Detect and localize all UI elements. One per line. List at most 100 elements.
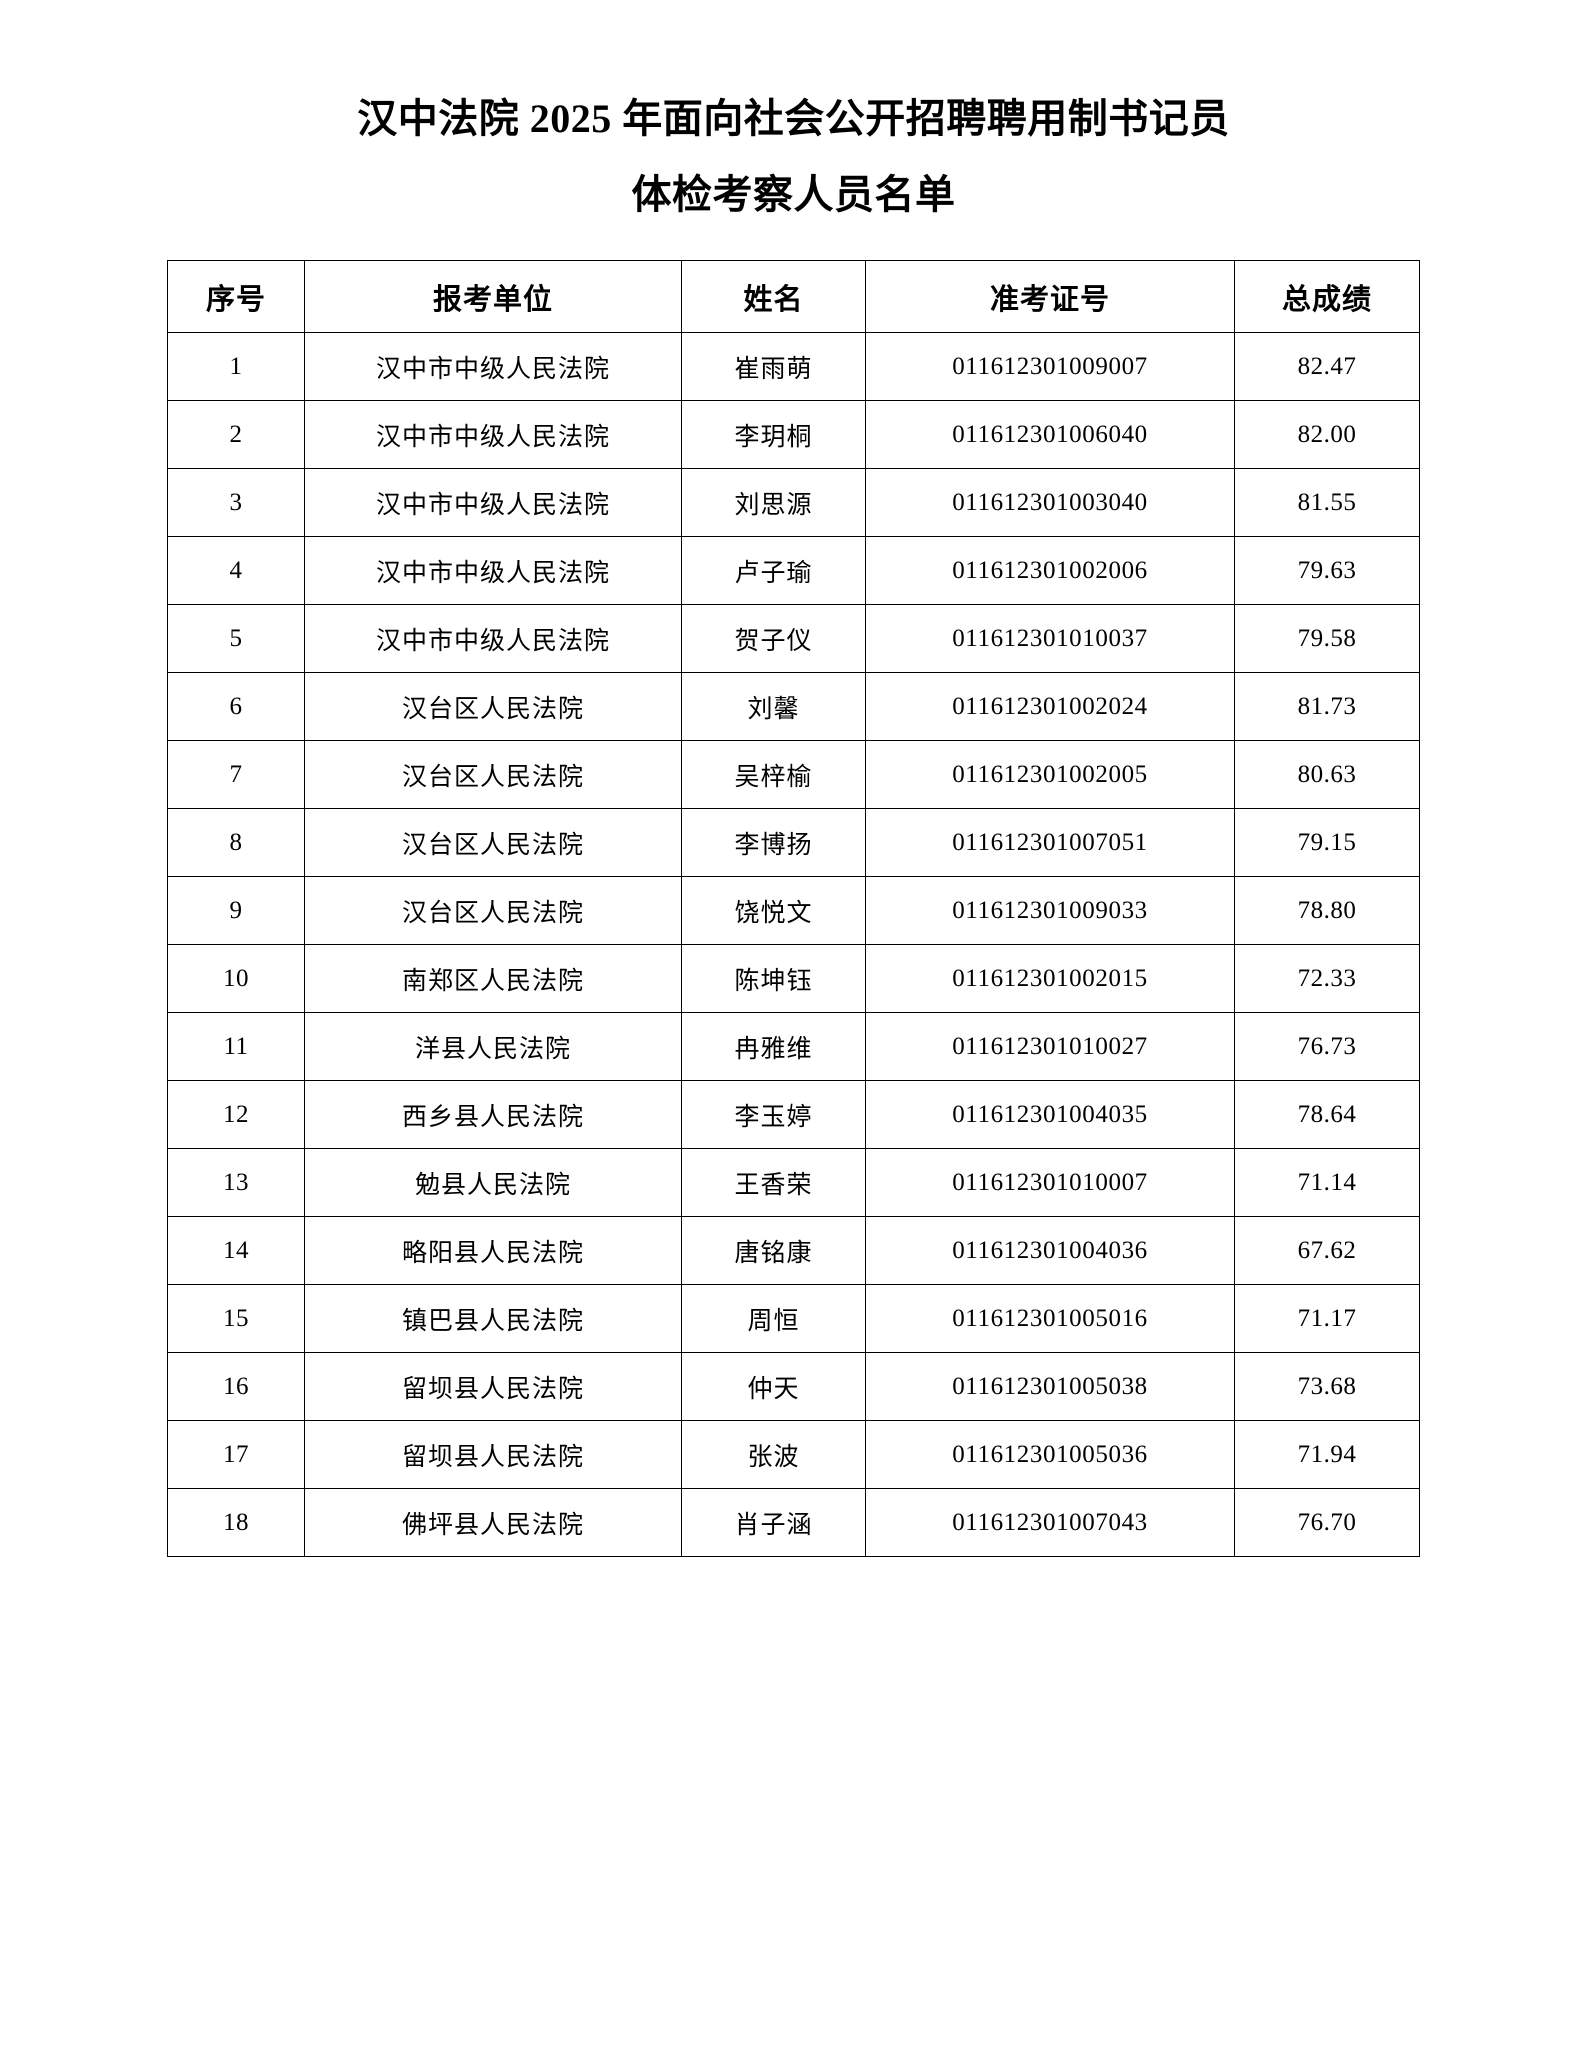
- cell-unit: 佛坪县人民法院: [304, 1488, 682, 1557]
- cell-name: 王香荣: [681, 1148, 866, 1217]
- cell-index: 6: [167, 672, 305, 741]
- cell-score: 76.73: [1234, 1012, 1420, 1081]
- cell-ticket: 011612301002005: [865, 740, 1235, 809]
- table-header-row: 序号 报考单位 姓名 准考证号 总成绩: [167, 260, 1420, 333]
- cell-index: 3: [167, 468, 305, 537]
- table-row: 15 镇巴县人民法院 周恒 011612301005016 71.17: [167, 1284, 1420, 1353]
- cell-score: 67.62: [1234, 1216, 1420, 1285]
- table-row: 14 略阳县人民法院 唐铭康 011612301004036 67.62: [167, 1216, 1420, 1285]
- cell-ticket: 011612301009033: [865, 876, 1235, 945]
- cell-index: 14: [167, 1216, 305, 1285]
- cell-name: 贺子仪: [681, 604, 866, 673]
- cell-index: 15: [167, 1284, 305, 1353]
- cell-ticket: 011612301002006: [865, 536, 1235, 605]
- table-row: 18 佛坪县人民法院 肖子涵 011612301007043 76.70: [167, 1488, 1420, 1557]
- cell-index: 13: [167, 1148, 305, 1217]
- cell-index: 8: [167, 808, 305, 877]
- table-row: 16 留坝县人民法院 仲天 011612301005038 73.68: [167, 1352, 1420, 1421]
- cell-unit: 留坝县人民法院: [304, 1420, 682, 1489]
- cell-name: 刘思源: [681, 468, 866, 537]
- cell-ticket: 011612301007043: [865, 1488, 1235, 1557]
- column-header-unit: 报考单位: [304, 260, 682, 333]
- cell-name: 周恒: [681, 1284, 866, 1353]
- cell-index: 5: [167, 604, 305, 673]
- cell-index: 16: [167, 1352, 305, 1421]
- cell-score: 82.47: [1234, 332, 1420, 401]
- cell-score: 79.63: [1234, 536, 1420, 605]
- cell-unit: 汉中市中级人民法院: [304, 604, 682, 673]
- cell-score: 73.68: [1234, 1352, 1420, 1421]
- cell-index: 1: [167, 332, 305, 401]
- table-row: 10 南郑区人民法院 陈坤钰 011612301002015 72.33: [167, 944, 1420, 1013]
- cell-unit: 勉县人民法院: [304, 1148, 682, 1217]
- cell-score: 78.64: [1234, 1080, 1420, 1149]
- roster-table-body: 1 汉中市中级人民法院 崔雨萌 011612301009007 82.47 2 …: [167, 332, 1420, 1557]
- cell-name: 刘馨: [681, 672, 866, 741]
- cell-index: 2: [167, 400, 305, 469]
- cell-score: 79.15: [1234, 808, 1420, 877]
- table-row: 6 汉台区人民法院 刘馨 011612301002024 81.73: [167, 672, 1420, 741]
- cell-score: 71.17: [1234, 1284, 1420, 1353]
- cell-score: 80.63: [1234, 740, 1420, 809]
- cell-name: 唐铭康: [681, 1216, 866, 1285]
- cell-unit: 汉台区人民法院: [304, 672, 682, 741]
- column-header-index: 序号: [167, 260, 305, 333]
- cell-ticket: 011612301002015: [865, 944, 1235, 1013]
- cell-name: 李博扬: [681, 808, 866, 877]
- column-header-name: 姓名: [681, 260, 866, 333]
- cell-unit: 镇巴县人民法院: [304, 1284, 682, 1353]
- cell-ticket: 011612301010027: [865, 1012, 1235, 1081]
- cell-score: 81.55: [1234, 468, 1420, 537]
- cell-ticket: 011612301004035: [865, 1080, 1235, 1149]
- cell-unit: 汉中市中级人民法院: [304, 536, 682, 605]
- cell-unit: 汉台区人民法院: [304, 740, 682, 809]
- table-row: 8 汉台区人民法院 李博扬 011612301007051 79.15: [167, 808, 1420, 877]
- cell-name: 饶悦文: [681, 876, 866, 945]
- cell-score: 79.58: [1234, 604, 1420, 673]
- page-title: 汉中法院 2025 年面向社会公开招聘聘用制书记员 体检考察人员名单: [0, 0, 1587, 226]
- page-title-line-1: 汉中法院 2025 年面向社会公开招聘聘用制书记员: [357, 96, 1230, 141]
- cell-index: 4: [167, 536, 305, 605]
- column-header-ticket: 准考证号: [865, 260, 1235, 333]
- cell-unit: 南郑区人民法院: [304, 944, 682, 1013]
- table-row: 5 汉中市中级人民法院 贺子仪 011612301010037 79.58: [167, 604, 1420, 673]
- table-row: 13 勉县人民法院 王香荣 011612301010007 71.14: [167, 1148, 1420, 1217]
- cell-name: 冉雅维: [681, 1012, 866, 1081]
- cell-index: 9: [167, 876, 305, 945]
- table-row: 7 汉台区人民法院 吴梓榆 011612301002005 80.63: [167, 740, 1420, 809]
- roster-table-container: 序号 报考单位 姓名 准考证号 总成绩 1 汉中市中级人民法院 崔雨萌 0116…: [0, 260, 1587, 1557]
- cell-ticket: 011612301010037: [865, 604, 1235, 673]
- cell-score: 78.80: [1234, 876, 1420, 945]
- cell-name: 卢子瑜: [681, 536, 866, 605]
- cell-index: 10: [167, 944, 305, 1013]
- cell-index: 11: [167, 1012, 305, 1081]
- cell-ticket: 011612301004036: [865, 1216, 1235, 1285]
- table-row: 2 汉中市中级人民法院 李玥桐 011612301006040 82.00: [167, 400, 1420, 469]
- cell-ticket: 011612301003040: [865, 468, 1235, 537]
- page-title-line-2: 体检考察人员名单: [631, 172, 956, 217]
- cell-name: 陈坤钰: [681, 944, 866, 1013]
- cell-name: 张波: [681, 1420, 866, 1489]
- cell-score: 76.70: [1234, 1488, 1420, 1557]
- cell-name: 吴梓榆: [681, 740, 866, 809]
- column-header-score: 总成绩: [1234, 260, 1420, 333]
- cell-unit: 西乡县人民法院: [304, 1080, 682, 1149]
- cell-ticket: 011612301005016: [865, 1284, 1235, 1353]
- cell-ticket: 011612301002024: [865, 672, 1235, 741]
- table-row: 17 留坝县人民法院 张波 011612301005036 71.94: [167, 1420, 1420, 1489]
- roster-table-head: 序号 报考单位 姓名 准考证号 总成绩: [167, 260, 1420, 333]
- cell-name: 崔雨萌: [681, 332, 866, 401]
- table-row: 9 汉台区人民法院 饶悦文 011612301009033 78.80: [167, 876, 1420, 945]
- cell-unit: 汉中市中级人民法院: [304, 400, 682, 469]
- cell-unit: 汉中市中级人民法院: [304, 468, 682, 537]
- cell-score: 81.73: [1234, 672, 1420, 741]
- table-row: 3 汉中市中级人民法院 刘思源 011612301003040 81.55: [167, 468, 1420, 537]
- cell-unit: 汉中市中级人民法院: [304, 332, 682, 401]
- cell-ticket: 011612301007051: [865, 808, 1235, 877]
- cell-unit: 洋县人民法院: [304, 1012, 682, 1081]
- cell-ticket: 011612301005036: [865, 1420, 1235, 1489]
- cell-unit: 汉台区人民法院: [304, 808, 682, 877]
- cell-score: 71.14: [1234, 1148, 1420, 1217]
- roster-table: 序号 报考单位 姓名 准考证号 总成绩 1 汉中市中级人民法院 崔雨萌 0116…: [167, 260, 1420, 1557]
